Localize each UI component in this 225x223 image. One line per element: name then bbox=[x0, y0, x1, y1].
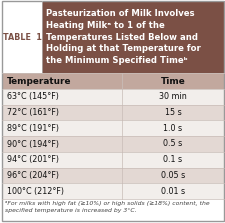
Text: 63°C (145°F): 63°C (145°F) bbox=[7, 92, 59, 101]
Bar bbox=[2, 1, 42, 73]
Bar bbox=[2, 152, 223, 167]
Text: 94°C (201°F): 94°C (201°F) bbox=[7, 155, 59, 164]
Text: 0.05 s: 0.05 s bbox=[160, 171, 184, 180]
Text: 0.01 s: 0.01 s bbox=[160, 187, 184, 196]
Text: 0.1 s: 0.1 s bbox=[163, 155, 182, 164]
Text: 100°C (212°F): 100°C (212°F) bbox=[7, 187, 64, 196]
Bar bbox=[2, 167, 223, 183]
Text: 96°C (204°F): 96°C (204°F) bbox=[7, 171, 59, 180]
Text: 90°C (194°F): 90°C (194°F) bbox=[7, 140, 59, 149]
Text: 89°C (191°F): 89°C (191°F) bbox=[7, 124, 59, 133]
Text: 15 s: 15 s bbox=[164, 108, 180, 117]
Text: 72°C (161°F): 72°C (161°F) bbox=[7, 108, 59, 117]
Text: Pasteurization of Milk Involves
Heating Milkᵃ to 1 of the
Temperatures Listed Be: Pasteurization of Milk Involves Heating … bbox=[46, 9, 200, 65]
Bar bbox=[2, 73, 223, 89]
Text: ᵃFor milks with high fat (≥10%) or high solids (≥18%) content, the
specified tem: ᵃFor milks with high fat (≥10%) or high … bbox=[5, 201, 209, 213]
Bar bbox=[2, 89, 223, 105]
Bar bbox=[2, 199, 223, 221]
Bar bbox=[2, 105, 223, 120]
Text: Temperature: Temperature bbox=[7, 76, 71, 85]
Text: 1.0 s: 1.0 s bbox=[163, 124, 182, 133]
Text: Time: Time bbox=[160, 76, 184, 85]
Bar bbox=[2, 136, 223, 152]
Text: 0.5 s: 0.5 s bbox=[163, 140, 182, 149]
Bar bbox=[2, 1, 223, 73]
Bar bbox=[2, 120, 223, 136]
Bar bbox=[2, 183, 223, 199]
Text: 30 min: 30 min bbox=[158, 92, 186, 101]
Text: TABLE  1: TABLE 1 bbox=[2, 33, 41, 41]
